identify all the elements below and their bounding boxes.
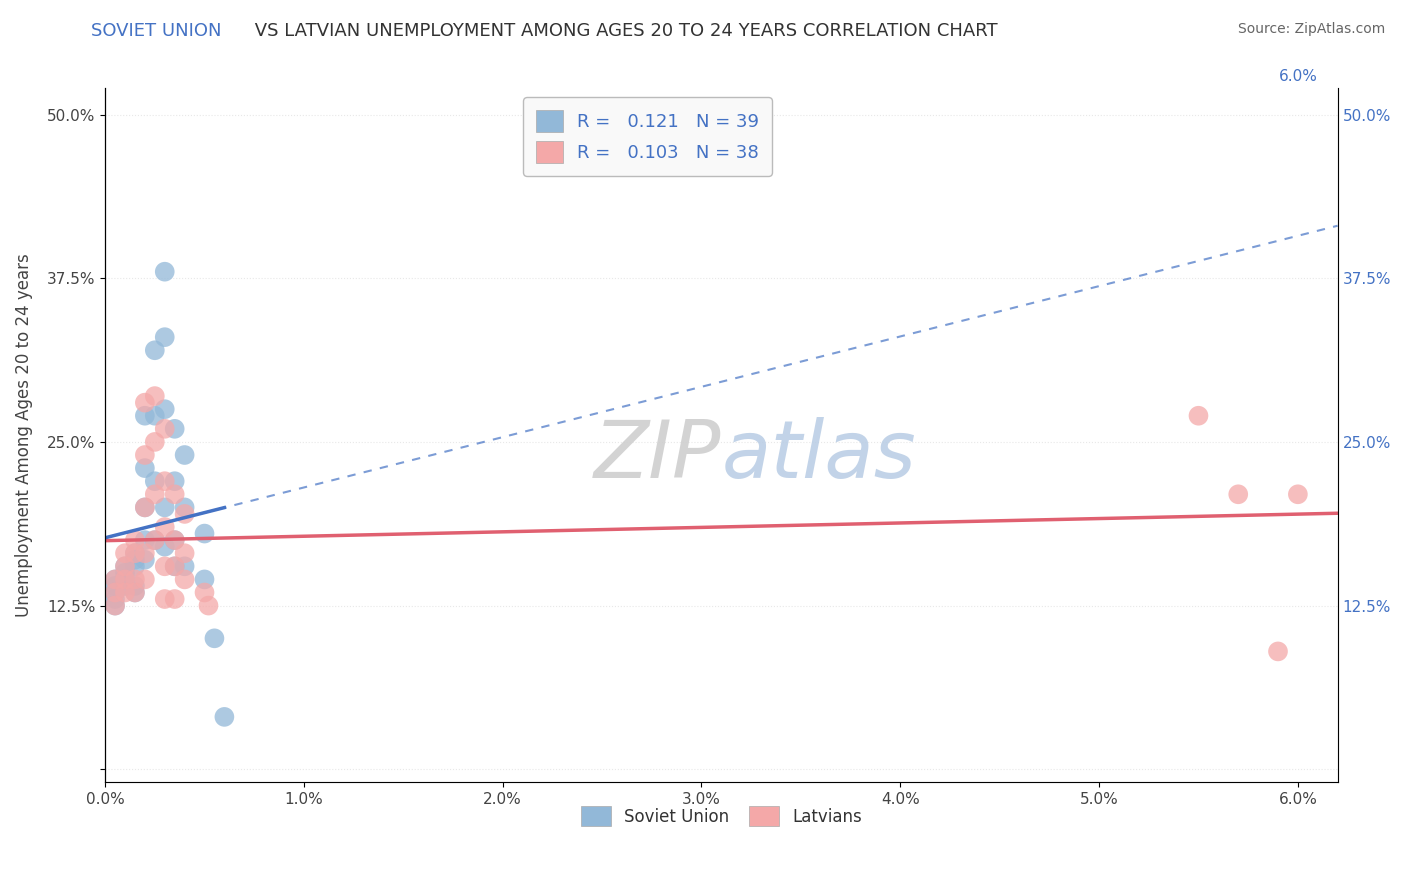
Point — [114, 559, 136, 574]
Point — [153, 520, 176, 534]
Point — [173, 573, 195, 587]
Point — [163, 487, 186, 501]
Point — [134, 533, 156, 548]
Point — [124, 546, 146, 560]
Point — [114, 546, 136, 560]
Point — [163, 559, 186, 574]
Point — [153, 402, 176, 417]
Point — [143, 533, 166, 548]
Point — [143, 487, 166, 501]
Point — [104, 585, 127, 599]
Point — [104, 579, 127, 593]
Point — [153, 592, 176, 607]
Point — [124, 546, 146, 560]
Point — [193, 526, 215, 541]
Point — [104, 599, 127, 613]
Point — [143, 533, 166, 548]
Point — [153, 474, 176, 488]
Text: SOVIET UNION: SOVIET UNION — [91, 22, 222, 40]
Point — [1187, 409, 1209, 423]
Point — [114, 573, 136, 587]
Point — [163, 474, 186, 488]
Point — [104, 592, 127, 607]
Point — [114, 573, 136, 587]
Point — [173, 448, 195, 462]
Point — [143, 474, 166, 488]
Point — [104, 599, 127, 613]
Point — [114, 566, 136, 580]
Point — [114, 579, 136, 593]
Text: ZIP: ZIP — [593, 417, 721, 495]
Point — [153, 540, 176, 554]
Point — [163, 533, 186, 548]
Point — [214, 710, 236, 724]
Point — [193, 585, 215, 599]
Point — [193, 573, 215, 587]
Point — [124, 533, 146, 548]
Point — [143, 409, 166, 423]
Legend: Soviet Union, Latvians: Soviet Union, Latvians — [574, 799, 869, 833]
Point — [124, 559, 146, 574]
Point — [143, 343, 166, 358]
Point — [173, 559, 195, 574]
Point — [134, 500, 156, 515]
Point — [153, 559, 176, 574]
Point — [134, 461, 156, 475]
Point — [163, 533, 186, 548]
Point — [173, 500, 195, 515]
Text: atlas: atlas — [721, 417, 917, 495]
Point — [173, 546, 195, 560]
Y-axis label: Unemployment Among Ages 20 to 24 years: Unemployment Among Ages 20 to 24 years — [15, 253, 32, 617]
Point — [143, 434, 166, 449]
Point — [204, 632, 226, 646]
Point — [104, 573, 127, 587]
Point — [124, 573, 146, 587]
Point — [153, 500, 176, 515]
Point — [153, 330, 176, 344]
Point — [124, 579, 146, 593]
Point — [134, 500, 156, 515]
Text: VS LATVIAN UNEMPLOYMENT AMONG AGES 20 TO 24 YEARS CORRELATION CHART: VS LATVIAN UNEMPLOYMENT AMONG AGES 20 TO… — [249, 22, 997, 40]
Point — [134, 448, 156, 462]
Point — [143, 389, 166, 403]
Point — [114, 585, 136, 599]
Point — [114, 559, 136, 574]
Point — [134, 553, 156, 567]
Point — [104, 585, 127, 599]
Point — [163, 422, 186, 436]
Point — [124, 585, 146, 599]
Point — [163, 559, 186, 574]
Point — [134, 546, 156, 560]
Point — [163, 592, 186, 607]
Point — [197, 599, 219, 613]
Point — [124, 585, 146, 599]
Point — [124, 553, 146, 567]
Point — [104, 573, 127, 587]
Point — [134, 395, 156, 409]
Point — [134, 573, 156, 587]
Text: Source: ZipAtlas.com: Source: ZipAtlas.com — [1237, 22, 1385, 37]
Point — [153, 265, 176, 279]
Point — [1227, 487, 1250, 501]
Point — [1267, 644, 1289, 658]
Point — [1286, 487, 1309, 501]
Point — [173, 507, 195, 521]
Point — [134, 409, 156, 423]
Point — [153, 422, 176, 436]
